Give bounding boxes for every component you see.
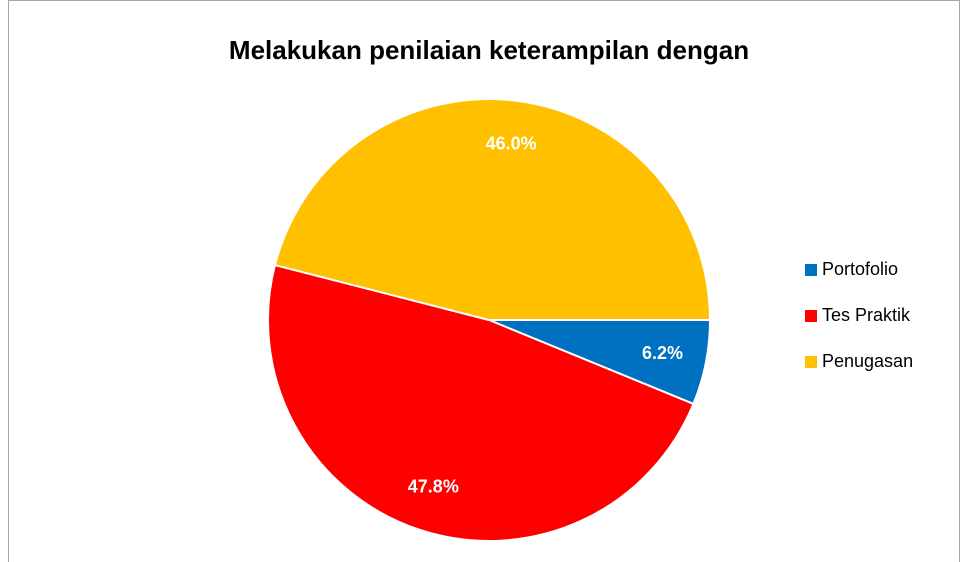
chart-border: [8, 0, 960, 562]
chart-title: Melakukan penilaian keterampilan dengan: [229, 35, 749, 65]
data-label: 46.0%: [486, 133, 537, 153]
legend-label: Portofolio: [822, 259, 898, 279]
legend-swatch: [805, 264, 817, 276]
data-label: 6.2%: [642, 343, 683, 363]
data-label: 47.8%: [408, 477, 459, 497]
legend-label: Tes Praktik: [822, 305, 911, 325]
legend-label: Penugasan: [822, 351, 913, 371]
pie-slice: [267, 263, 695, 542]
legend-swatch: [805, 356, 817, 368]
legend-swatch: [805, 310, 817, 322]
pie-slice: [273, 98, 712, 321]
